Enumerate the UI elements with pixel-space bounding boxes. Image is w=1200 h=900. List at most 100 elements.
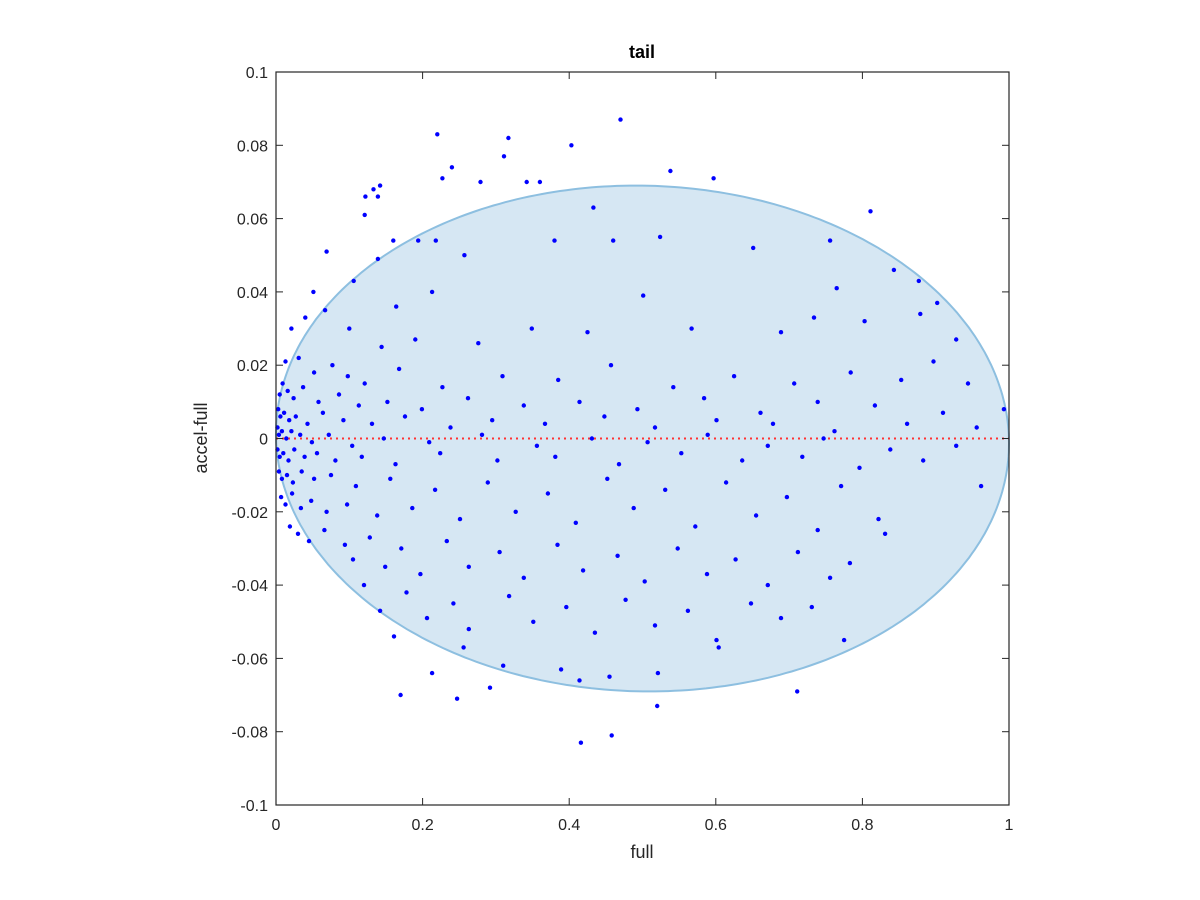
data-point [291,396,296,401]
data-point [410,505,415,511]
data-point [704,571,710,577]
data-point [277,454,282,459]
data-point [388,476,393,481]
data-point [607,674,612,679]
data-point [311,370,317,375]
data-point [341,418,346,423]
data-point [466,564,471,569]
data-point [284,472,290,478]
data-point [476,341,481,346]
data-point [876,516,881,522]
data-point [940,410,946,415]
data-point [438,451,443,456]
data-point [882,531,888,536]
data-point [362,381,367,386]
data-point [375,194,381,199]
data-point [367,535,372,540]
data-point [580,568,586,573]
data-point [827,238,833,243]
data-point [283,502,288,507]
data-point [500,374,505,379]
data-point [427,440,432,445]
data-point [611,238,616,243]
data-point [324,249,329,254]
data-point [279,429,285,434]
data-point [402,414,408,419]
data-point [916,278,921,284]
data-point [705,432,710,437]
y-tick-label: -0.04 [232,578,269,595]
data-point [671,385,676,390]
data-point [564,604,569,610]
data-point [655,670,661,676]
data-point [285,388,290,394]
data-point [537,179,543,185]
data-point [748,601,754,606]
data-point [295,531,301,536]
data-point [834,286,839,291]
data-point [679,451,684,456]
data-point [432,487,438,492]
data-point [765,582,770,588]
data-point [888,447,893,452]
data-point [542,421,548,426]
data-point [298,505,304,511]
data-point [287,418,292,423]
data-point [289,326,294,331]
data-point [652,425,658,430]
data-point [451,601,456,606]
data-point [413,337,418,342]
data-point [534,443,540,448]
data-point [811,315,817,320]
data-point [391,634,397,639]
data-point [555,542,560,547]
data-point [302,454,307,459]
data-point [351,278,356,284]
data-point [356,403,361,408]
data-point [891,267,897,273]
data-point [359,454,364,459]
data-point [305,421,310,426]
data-point [778,615,784,621]
data-point [577,399,582,405]
data-point [281,410,287,415]
data-point [675,546,680,551]
x-axis-label: full [630,842,653,862]
data-point [290,480,296,485]
data-point [501,663,506,668]
data-point [609,733,614,738]
x-tick-label: 0.8 [851,817,873,834]
data-point [299,469,304,474]
data-point [827,575,833,580]
data-point [631,505,636,511]
data-point [279,476,285,481]
y-tick-label: 0.08 [237,138,268,155]
data-point [899,377,904,383]
data-point [524,179,529,185]
data-point [289,429,294,434]
y-tick-label: 0.04 [237,285,268,302]
data-point [616,462,622,467]
data-point [784,494,790,500]
data-point [461,645,466,650]
data-point [353,483,359,489]
data-point [731,374,737,379]
data-point [795,689,800,694]
y-tick-labels: -0.1 -0.08 -0.06 -0.04 -0.02 0 0.02 0.04 0.06 0.0… [232,65,269,815]
data-point [642,579,647,584]
data-point [347,326,352,331]
data-point [326,432,331,437]
x-tick-label: 0.4 [558,817,580,834]
data-point [345,374,350,379]
data-point [485,480,490,485]
data-point [935,300,940,306]
x-tick-labels: 0 0.2 0.4 0.6 0.8 1 [272,817,1014,834]
data-point [974,425,979,430]
data-point [862,319,867,324]
data-point [608,363,614,368]
data-point [848,370,853,375]
data-point [545,491,551,496]
data-point [280,381,285,386]
data-point [344,502,350,507]
data-point [393,462,398,467]
